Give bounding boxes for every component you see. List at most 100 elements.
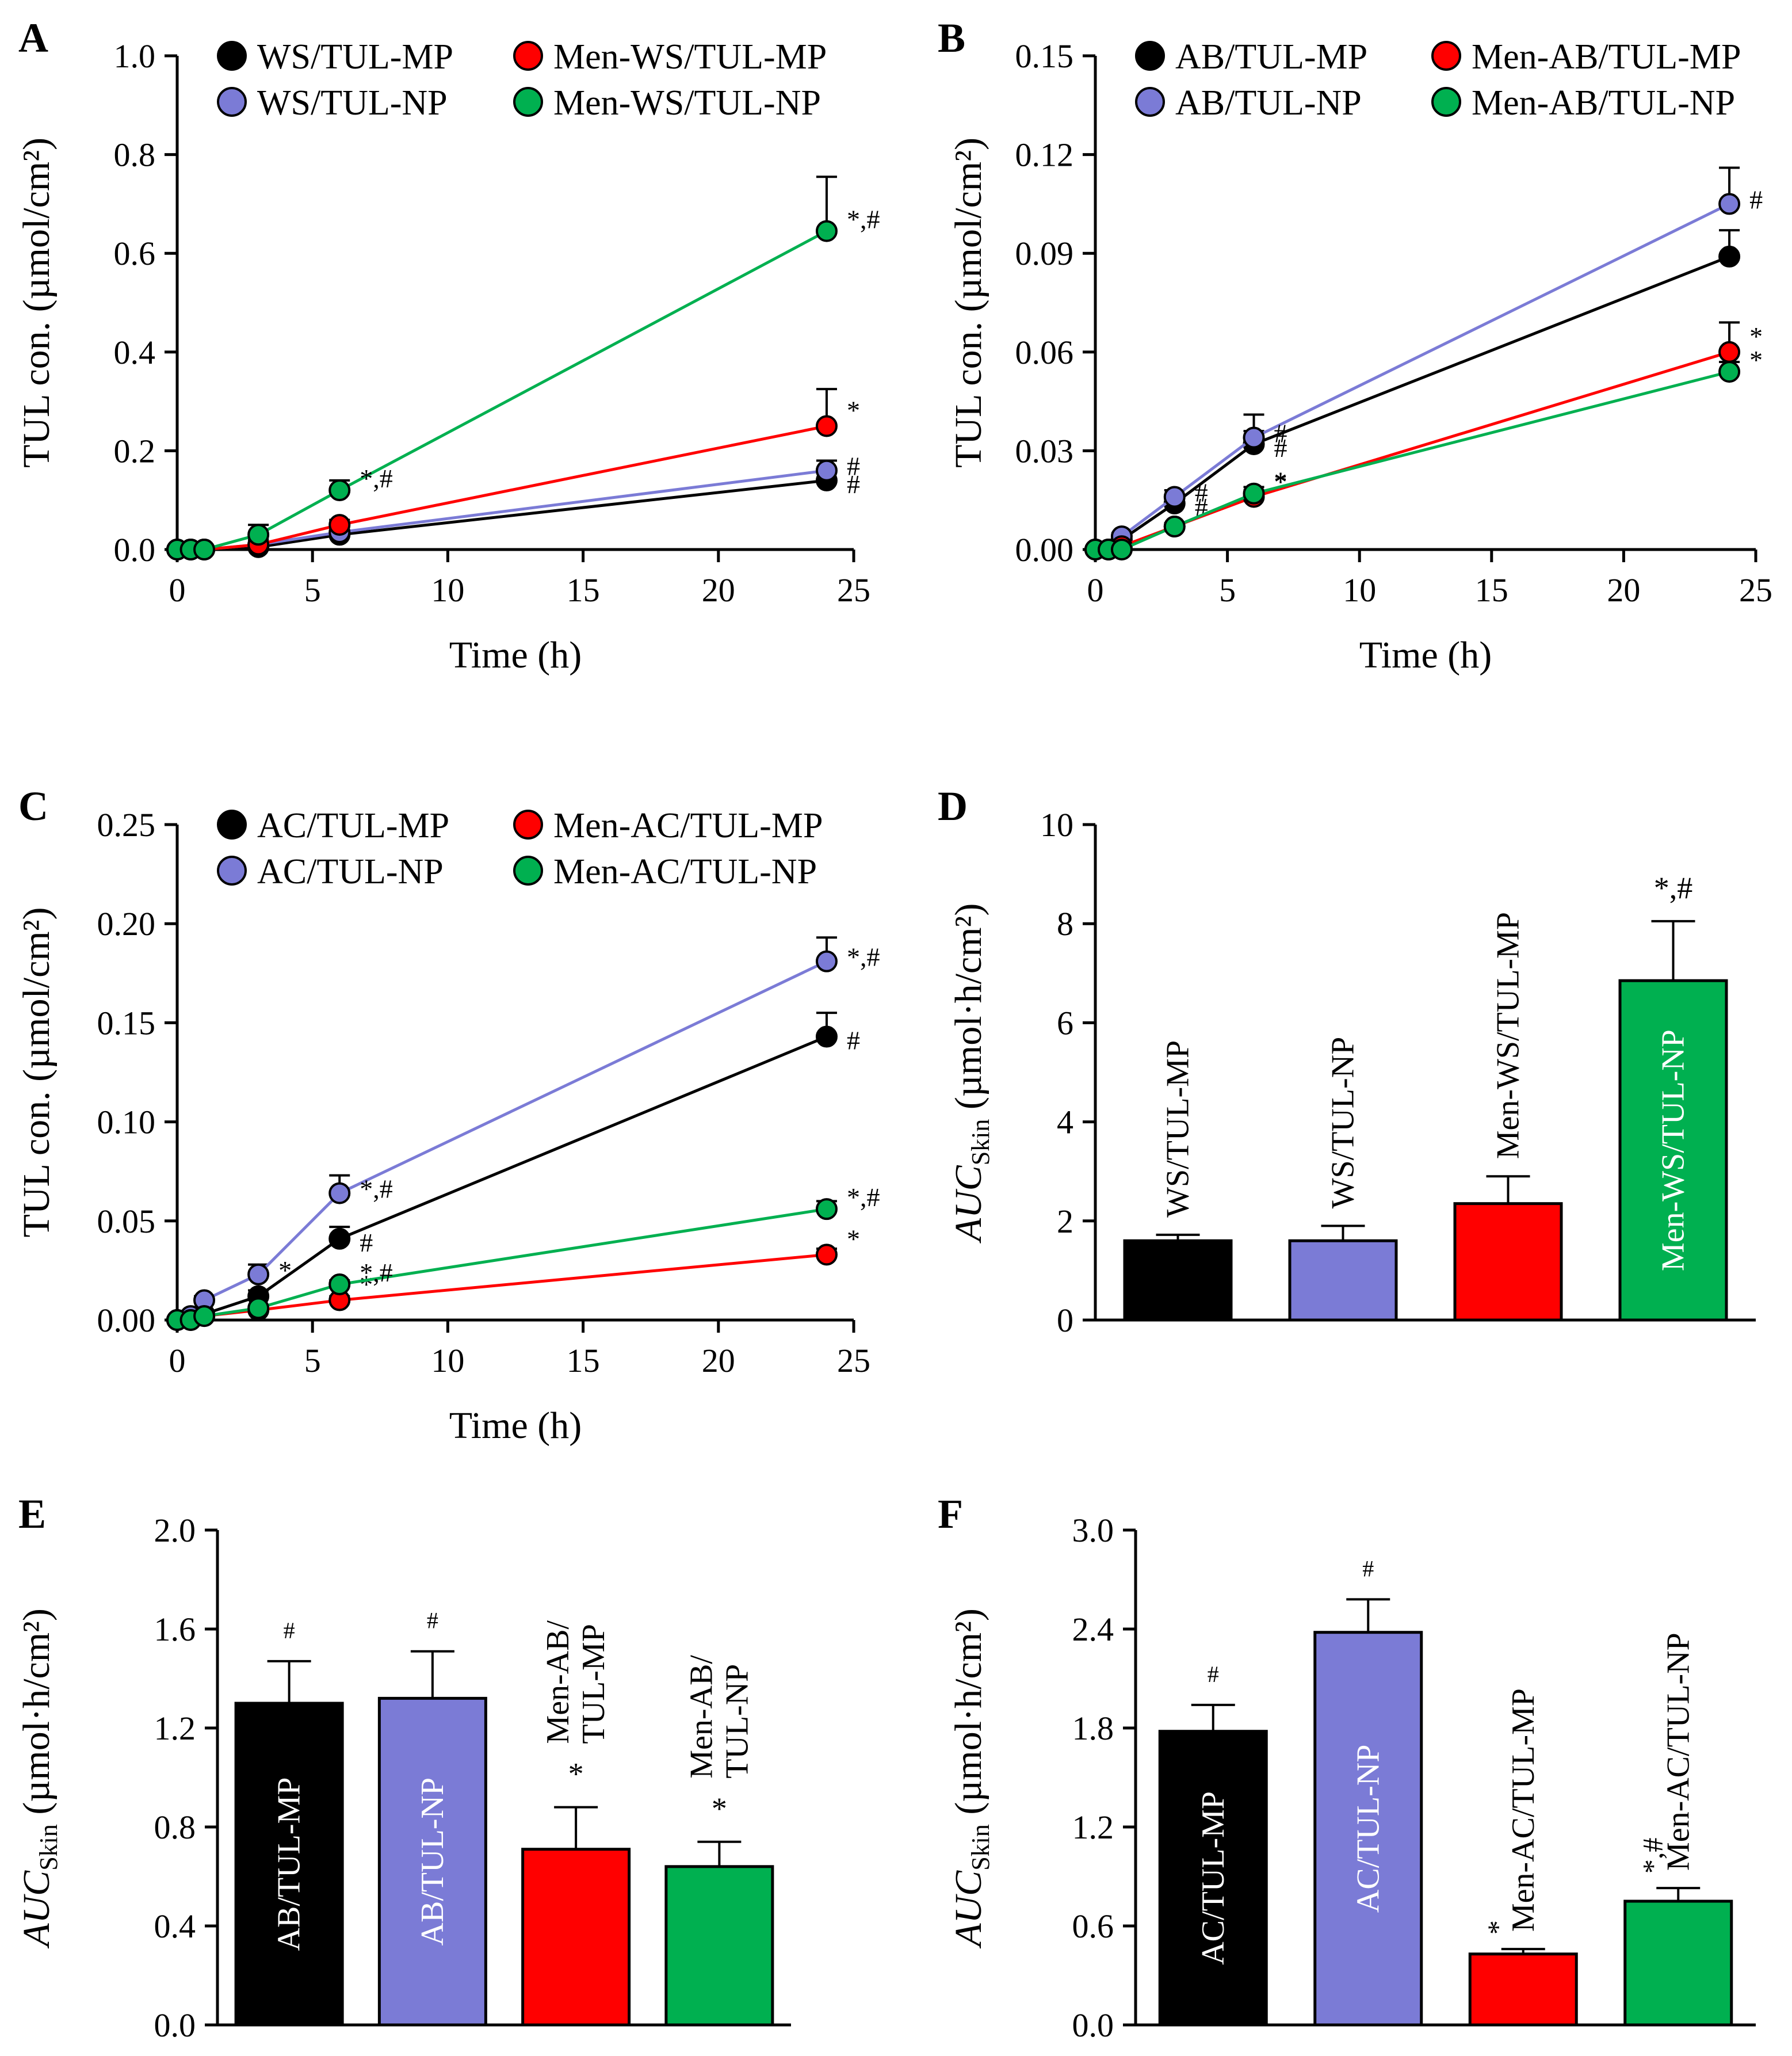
y-axis-label-group: AUCSkin (µmol·h/cm²) xyxy=(947,1608,995,1949)
x-tick-label: 25 xyxy=(837,1342,870,1379)
data-point xyxy=(815,950,838,972)
bar-group: Men-WS/TUL-NP *,# xyxy=(1618,871,1728,1322)
y-axis-label-unit-text: (µmol·h/cm²) xyxy=(947,1608,989,1814)
significance-label: * xyxy=(1274,467,1287,497)
y-axis-label: TUL con. (µmol/cm²) xyxy=(16,907,58,1237)
significance-label: *,# xyxy=(1654,871,1693,905)
y-tick-label: 0.00 xyxy=(1015,531,1074,569)
y-tick-label: 0.00 xyxy=(97,1302,156,1339)
y-tick-label: 0 xyxy=(1057,1302,1073,1339)
legend: WS/TUL-MP WS/TUL-NP Men-WS/TUL-MP Men-WS/TU… xyxy=(217,37,827,123)
data-point xyxy=(328,1182,351,1204)
y-tick-label: 0.8 xyxy=(114,136,156,174)
significance-label: *,# xyxy=(360,464,393,493)
y-axis-label-unit-text: (µmol·h/cm²) xyxy=(16,1608,58,1814)
legend-label: AB/TUL-MP xyxy=(1175,37,1367,77)
significance-label: # xyxy=(1749,185,1763,214)
significance-label: # xyxy=(1274,433,1287,463)
data-point xyxy=(328,1273,351,1296)
significance-label: # xyxy=(284,1618,295,1643)
category-label: Men-AB/ xyxy=(683,1655,719,1779)
x-axis-label: Time (h) xyxy=(449,1405,582,1447)
series-line xyxy=(1095,370,1730,551)
x-axis-label: Time (h) xyxy=(1359,634,1492,676)
data-point xyxy=(1243,426,1265,449)
significance-label: * xyxy=(847,1224,860,1253)
y-tick-label: 0.4 xyxy=(114,334,156,371)
y-tick-label: 8 xyxy=(1057,905,1073,943)
y-tick-label: 0.06 xyxy=(1015,334,1074,371)
y-axis-label-unit-text: (µmol·h/cm²) xyxy=(947,903,989,1109)
x-axis-label: Time (h) xyxy=(449,634,582,676)
y-tick-label: 0.0 xyxy=(154,2007,196,2044)
data-point xyxy=(328,1227,351,1250)
series-line xyxy=(1095,203,1730,551)
y-tick-label: 0.0 xyxy=(1072,2007,1114,2044)
y-tick-label: 0.12 xyxy=(1015,136,1074,174)
y-tick-label: 0.2 xyxy=(114,432,156,470)
bar xyxy=(1313,1631,1423,2027)
y-axis-label-main: AUC xyxy=(16,1870,58,1949)
y-tick-label: 2.0 xyxy=(154,1512,196,1549)
bar xyxy=(234,1702,344,2027)
category-label: AC/TUL-MP xyxy=(1195,1791,1231,1965)
category-label: Men-WS/TUL-NP xyxy=(1656,1029,1691,1271)
data-point xyxy=(815,459,838,482)
series-ab-tul-np: # # # xyxy=(1084,166,1763,560)
legend-label: WS/TUL-NP xyxy=(257,83,448,123)
data-point xyxy=(328,514,351,536)
bar-group: WS/TUL-NP xyxy=(1288,1037,1398,1322)
significance-label: * xyxy=(1481,1920,1514,1935)
significance-label: # xyxy=(1195,478,1208,507)
panel-d: D 0 2 4 6 8 10 AUCSkin (µmol·h/cm²) WS/TUL-MP WS/… xyxy=(938,783,1756,1339)
bar-group: Men-AB/TUL-NP * xyxy=(664,1655,774,2027)
bar-group: AB/TUL-NP # xyxy=(377,1608,487,2027)
significance-label: *,# xyxy=(1636,1838,1668,1874)
bar-group: AC/TUL-MP # xyxy=(1158,1661,1268,2027)
category-label: AB/TUL-MP xyxy=(272,1777,307,1951)
data-point xyxy=(1243,482,1265,505)
data-point xyxy=(1718,245,1741,268)
data-point xyxy=(247,1297,270,1319)
y-axis-label-sub: Skin xyxy=(966,1824,995,1871)
bar xyxy=(1468,1952,1578,2027)
y-tick-label: 10 xyxy=(1040,806,1073,844)
panel-a: A 0.0 0.2 0.4 0.6 0.8 1.0 0 5 10 15 20 25 Time (h) TUL… xyxy=(16,15,880,676)
y-tick-label: 0.6 xyxy=(1072,1908,1114,1945)
series-line xyxy=(1095,255,1730,551)
legend-marker xyxy=(217,810,247,840)
y-tick-label: 4 xyxy=(1057,1104,1073,1141)
series-line xyxy=(177,230,828,551)
data-point xyxy=(247,524,270,546)
legend-label: Men-AC/TUL-MP xyxy=(553,806,823,845)
legend-label: Men-AB/TUL-NP xyxy=(1472,83,1735,123)
y-tick-label: 0.8 xyxy=(154,1809,196,1846)
x-tick-label: 15 xyxy=(567,571,600,609)
bar xyxy=(521,1848,631,2027)
data-point xyxy=(815,415,838,437)
legend-marker xyxy=(513,856,543,886)
x-tick-label: 20 xyxy=(702,1342,735,1379)
y-tick-label: 2 xyxy=(1057,1203,1073,1240)
category-label: WS/TUL-MP xyxy=(1160,1040,1196,1218)
data-point xyxy=(815,1198,838,1220)
bar xyxy=(1123,1239,1233,1322)
significance-label: # xyxy=(847,470,860,499)
x-tick-label: 5 xyxy=(1219,571,1236,609)
legend: AB/TUL-MP AB/TUL-NP Men-AB/TUL-MP Men-AB/TU… xyxy=(1135,37,1741,123)
bar xyxy=(1288,1239,1398,1322)
y-tick-label: 1.6 xyxy=(154,1611,196,1648)
bar-group: AC/TUL-NP # xyxy=(1313,1555,1423,2027)
significance-label: # xyxy=(847,1026,860,1055)
y-axis-label-unit xyxy=(947,1109,989,1119)
series-line xyxy=(177,425,827,551)
category-label: AC/TUL-NP xyxy=(1350,1745,1386,1913)
bar xyxy=(1158,1730,1268,2027)
y-axis-label-main: AUC xyxy=(947,1870,989,1949)
y-axis-label-group: AUCSkin (µmol·h/cm²) xyxy=(16,1608,63,1949)
y-axis-label-unit xyxy=(947,1815,989,1825)
data-point xyxy=(1718,193,1741,215)
y-tick-label: 0.10 xyxy=(97,1104,156,1141)
data-point xyxy=(193,1305,216,1328)
bar-group: Men-AC/TUL-MP* xyxy=(1468,1688,1578,2027)
